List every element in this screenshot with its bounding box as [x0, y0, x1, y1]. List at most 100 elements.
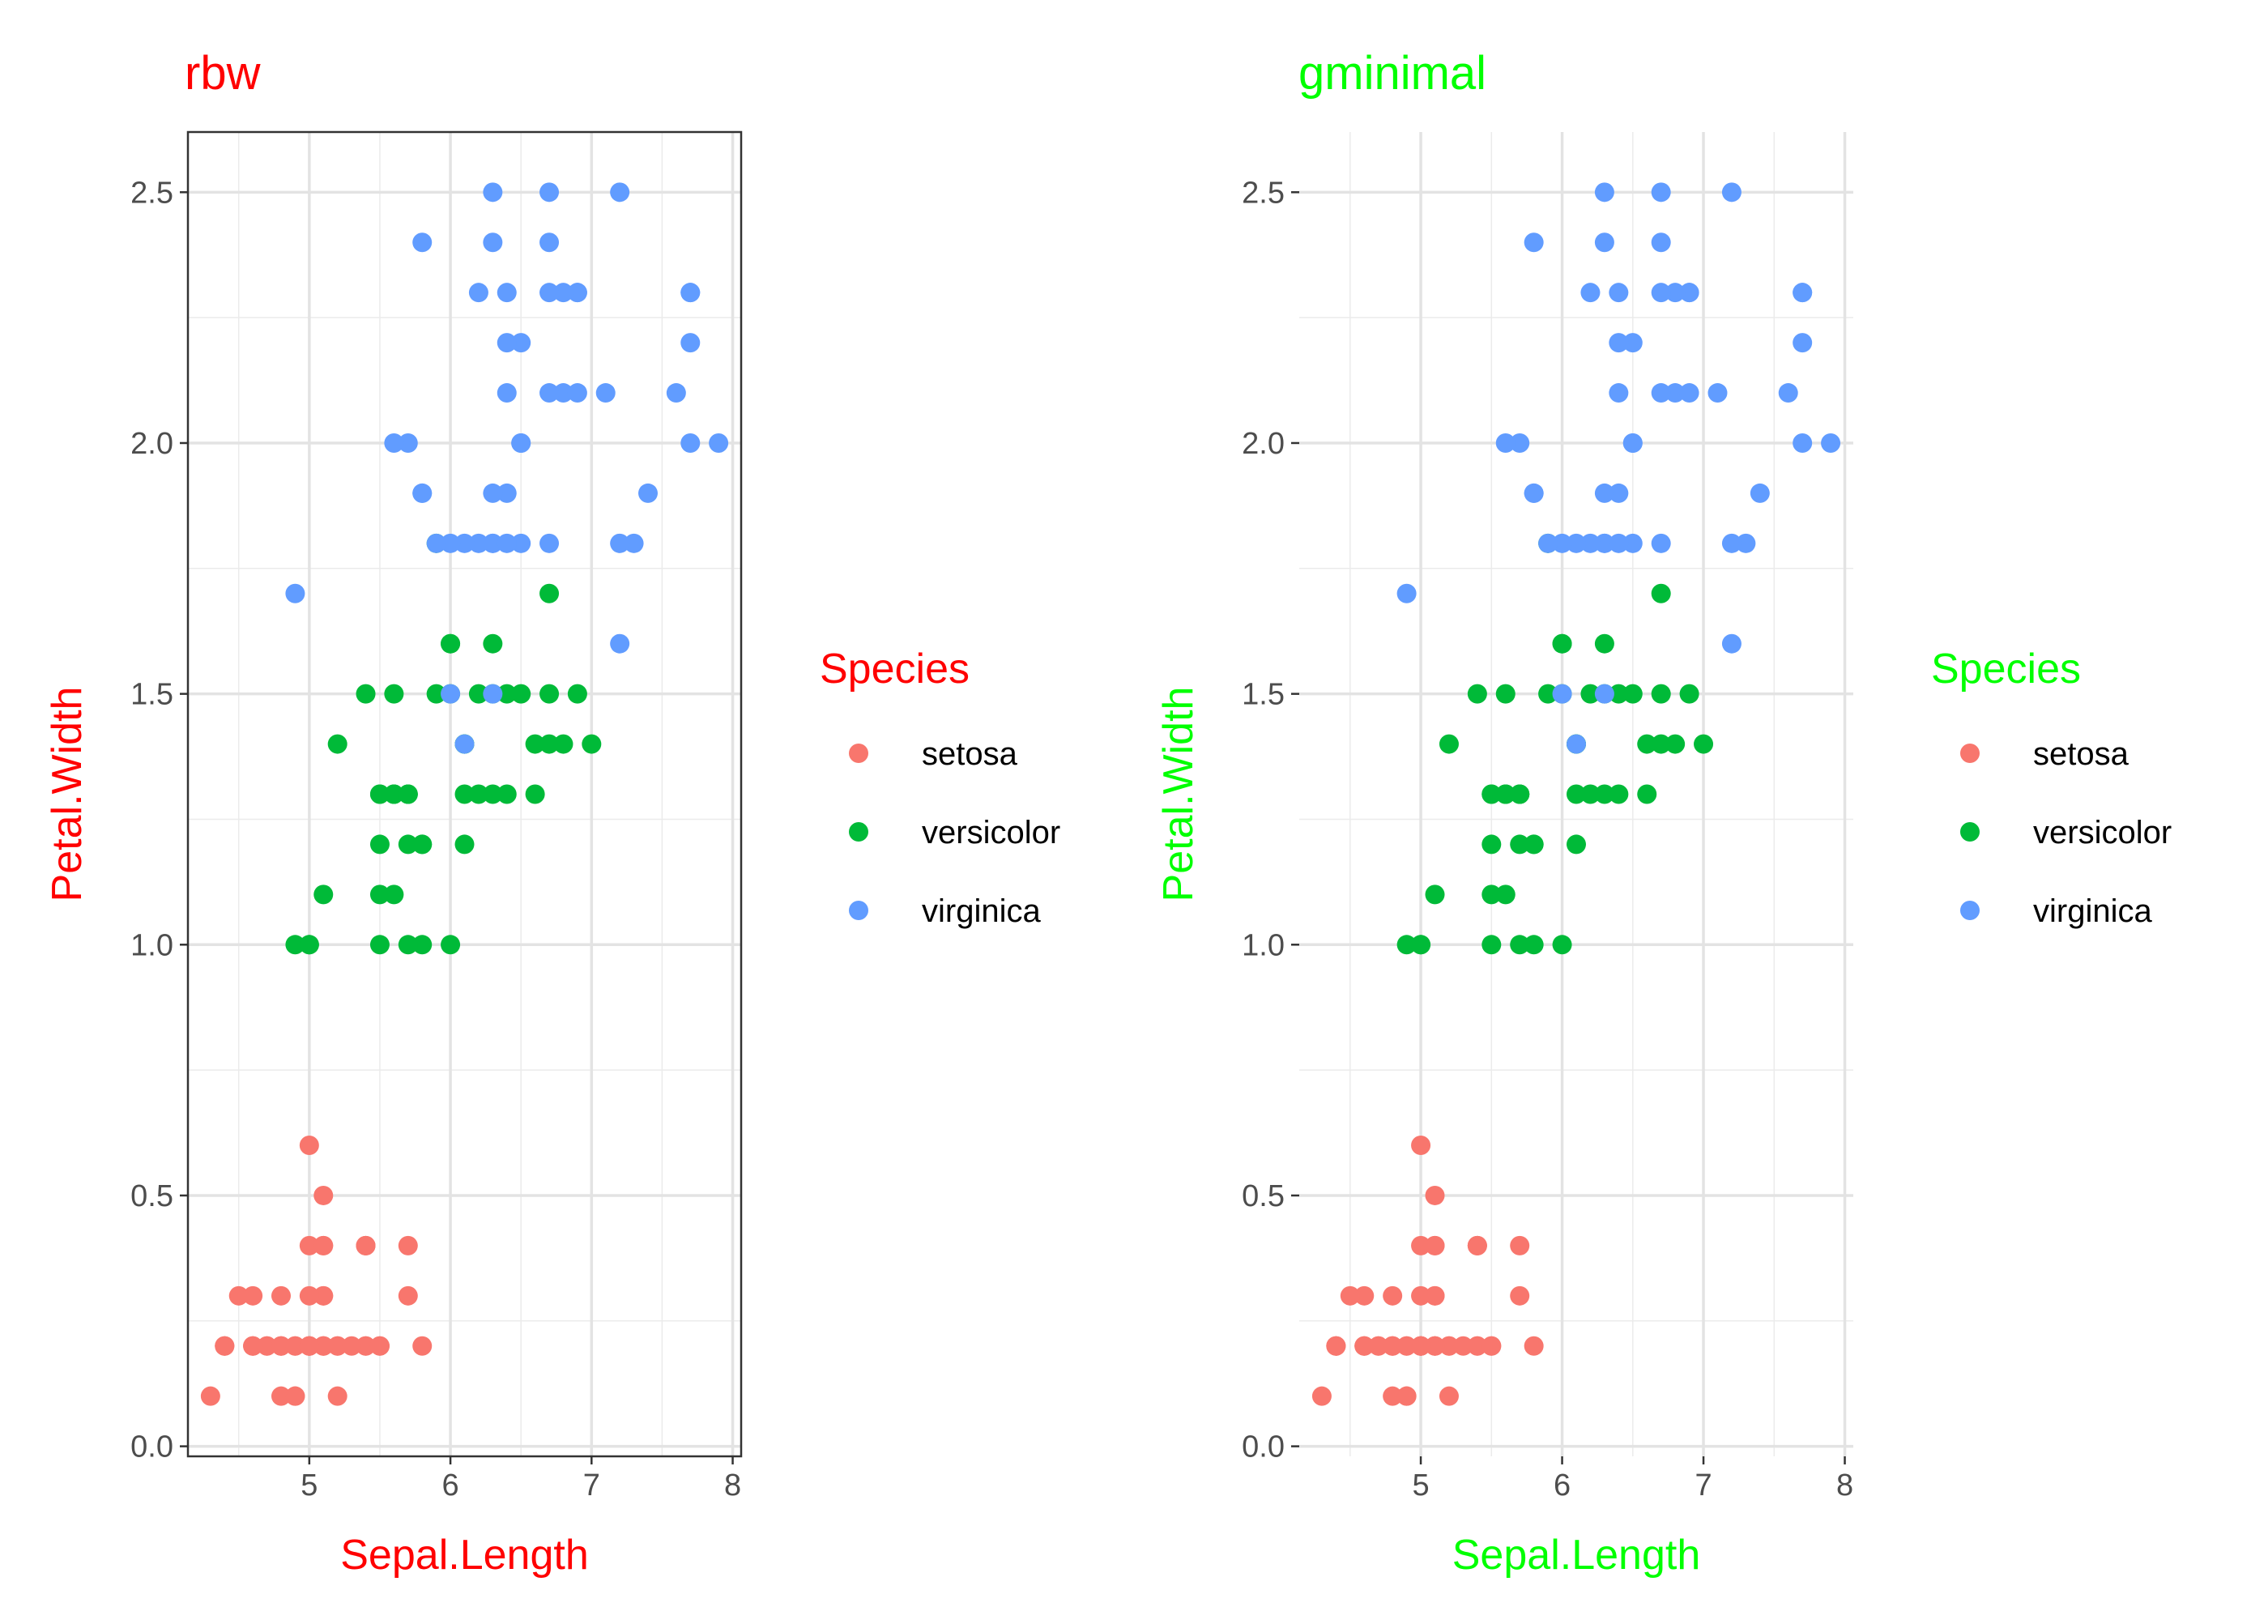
data-point-virginica — [1609, 283, 1629, 303]
legend-label: virginica — [922, 893, 1041, 929]
data-point-versicolor — [1609, 784, 1629, 804]
data-point-versicolor — [1481, 834, 1502, 855]
y-tick-label: 0.0 — [1242, 1430, 1285, 1464]
data-point-virginica — [1679, 383, 1699, 403]
y-tick-label: 1.5 — [1242, 678, 1285, 712]
gridlines — [1299, 132, 1853, 1456]
data-point-virginica — [454, 734, 475, 754]
x-axis-title: Sepal.Length — [340, 1532, 589, 1579]
data-point-virginica — [539, 232, 560, 253]
data-point-virginica — [412, 483, 433, 503]
data-point-versicolor — [539, 684, 560, 704]
data-point-virginica — [1524, 232, 1544, 253]
data-point-setosa — [1425, 1235, 1445, 1255]
data-point-virginica — [539, 383, 560, 403]
x-tick-label: 6 — [1554, 1468, 1571, 1503]
data-point-versicolor — [441, 633, 461, 654]
data-point-setosa — [299, 1336, 319, 1356]
data-points — [1311, 182, 1841, 1406]
data-point-virginica — [553, 283, 573, 303]
data-point-virginica — [1396, 583, 1417, 603]
data-point-setosa — [271, 1336, 291, 1356]
data-point-versicolor — [1622, 684, 1643, 704]
data-point-versicolor — [398, 935, 418, 955]
data-point-virginica — [1736, 533, 1756, 553]
data-point-setosa — [1467, 1235, 1487, 1255]
data-point-versicolor — [483, 784, 503, 804]
data-point-virginica — [1721, 182, 1742, 202]
legend-key-versicolor — [849, 822, 868, 842]
y-tick-label: 1.0 — [1242, 928, 1285, 962]
legend: Species setosa versicolor virginica — [1931, 646, 2172, 929]
data-point-versicolor — [412, 834, 433, 855]
legend-key-virginica — [1960, 901, 1980, 920]
data-point-versicolor — [1510, 935, 1530, 955]
data-point-setosa — [1467, 1336, 1487, 1356]
y-tick-label: 0.5 — [1242, 1179, 1285, 1213]
data-point-setosa — [299, 1136, 319, 1156]
data-point-setosa — [398, 1285, 418, 1306]
data-point-virginica — [610, 182, 630, 202]
data-point-setosa — [356, 1336, 376, 1356]
data-point-setosa — [1311, 1386, 1332, 1406]
data-point-virginica — [610, 533, 630, 553]
data-point-versicolor — [1481, 784, 1502, 804]
data-point-virginica — [1665, 383, 1686, 403]
data-point-virginica — [1594, 182, 1614, 202]
data-point-virginica — [1580, 283, 1601, 303]
y-axis-title: Petal.Width — [44, 687, 91, 902]
legend-title: Species — [820, 646, 970, 693]
data-point-versicolor — [454, 784, 475, 804]
legend-label: setosa — [922, 736, 1018, 772]
data-point-virginica — [1594, 533, 1614, 553]
data-point-versicolor — [384, 784, 404, 804]
legend-label: versicolor — [2033, 815, 2172, 850]
x-tick-label: 7 — [583, 1468, 600, 1503]
x-tick-label: 6 — [442, 1468, 459, 1503]
data-point-versicolor — [1552, 633, 1572, 654]
gridlines — [188, 132, 741, 1456]
data-point-setosa — [1326, 1336, 1346, 1356]
data-point-versicolor — [441, 935, 461, 955]
data-point-versicolor — [468, 784, 488, 804]
data-point-virginica — [1594, 684, 1614, 704]
data-point-setosa — [299, 1285, 319, 1306]
data-point-virginica — [497, 383, 517, 403]
data-point-virginica — [680, 333, 701, 353]
data-point-versicolor — [1552, 935, 1572, 955]
data-point-setosa — [1383, 1285, 1403, 1306]
data-point-virginica — [1495, 433, 1516, 453]
data-point-versicolor — [1580, 684, 1601, 704]
data-point-virginica — [1524, 483, 1544, 503]
data-point-versicolor — [497, 784, 517, 804]
data-point-setosa — [243, 1285, 263, 1306]
data-point-virginica — [553, 383, 573, 403]
data-point-setosa — [1411, 1336, 1431, 1356]
data-point-versicolor — [1567, 834, 1586, 855]
y-tick-label: 1.0 — [130, 928, 173, 962]
data-point-virginica — [511, 433, 531, 453]
data-point-virginica — [454, 533, 475, 553]
data-point-virginica — [483, 684, 503, 704]
data-point-virginica — [1651, 283, 1671, 303]
data-point-virginica — [638, 483, 659, 503]
data-point-virginica — [1622, 433, 1643, 453]
data-point-virginica — [483, 232, 503, 253]
data-point-versicolor — [1637, 784, 1657, 804]
data-point-virginica — [1609, 533, 1629, 553]
data-point-setosa — [398, 1235, 418, 1255]
data-point-versicolor — [1524, 935, 1544, 955]
data-point-versicolor — [1481, 884, 1502, 905]
data-point-virginica — [441, 684, 461, 704]
data-point-setosa — [1340, 1285, 1360, 1306]
data-point-setosa — [1510, 1235, 1530, 1255]
data-point-versicolor — [1396, 935, 1417, 955]
data-point-setosa — [200, 1386, 220, 1406]
data-point-virginica — [1651, 232, 1671, 253]
legend-key-versicolor — [1960, 822, 1980, 842]
x-axis-title: Sepal.Length — [1452, 1532, 1701, 1579]
x-tick-label: 5 — [301, 1468, 318, 1503]
data-point-setosa — [1411, 1285, 1431, 1306]
y-tick-label: 2.0 — [130, 427, 173, 461]
x-tick-label: 8 — [1836, 1468, 1853, 1503]
